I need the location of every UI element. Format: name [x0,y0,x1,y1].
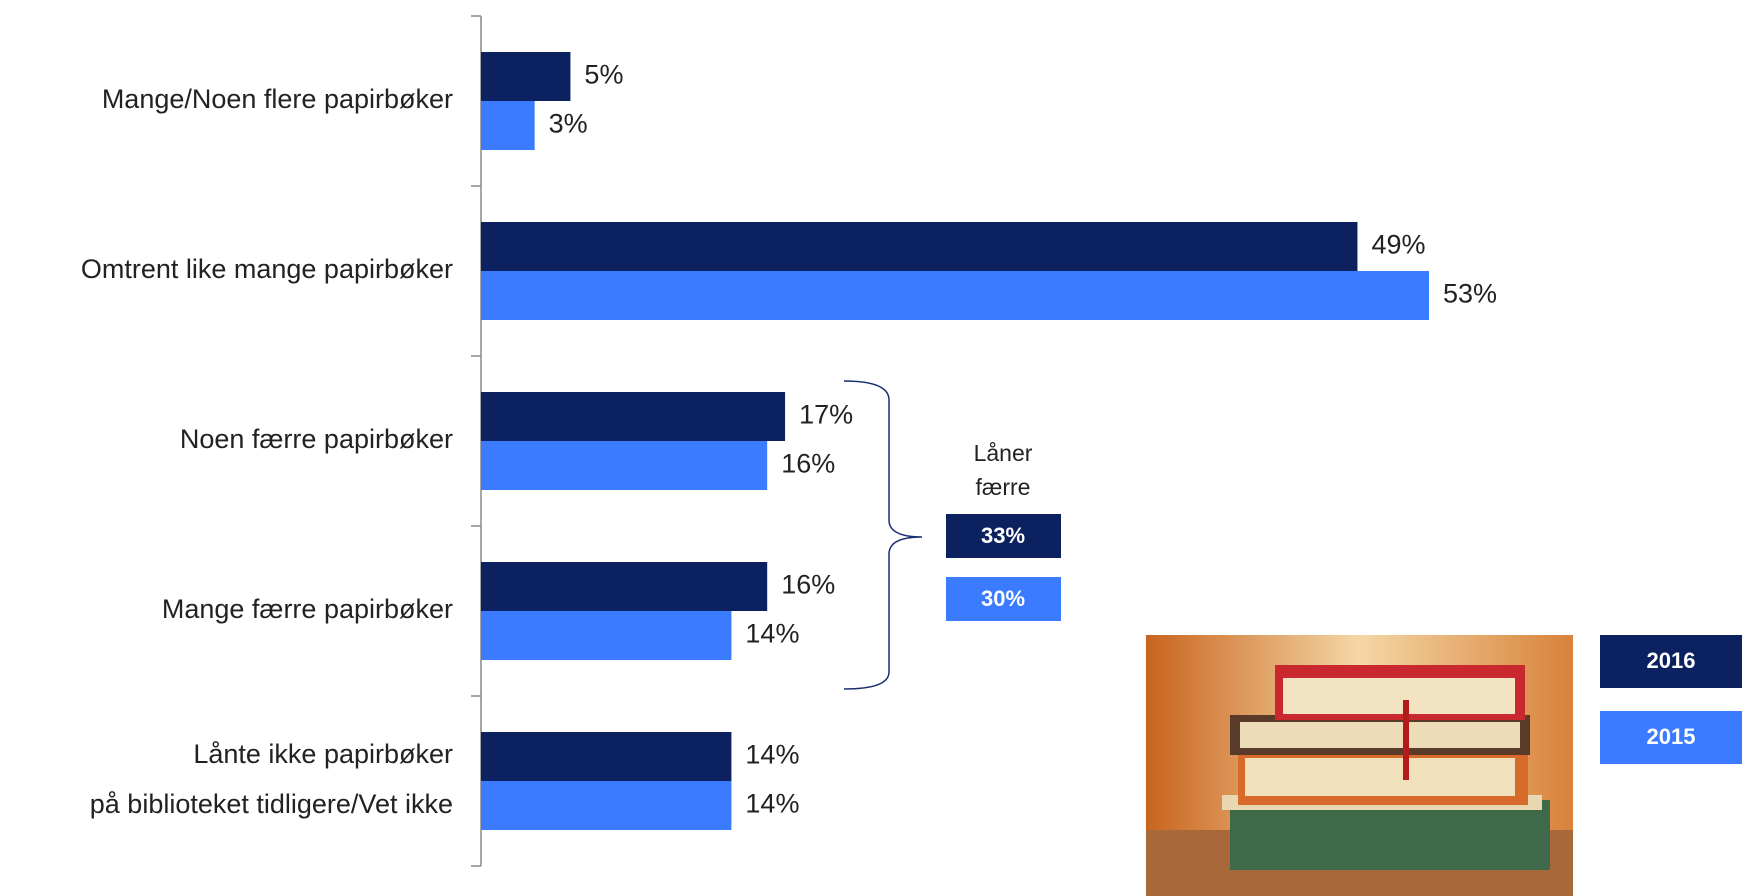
data-label: 14% [745,619,799,649]
data-label: 14% [745,740,799,770]
y-tick-label: Lånte ikke papirbøker på biblioteket tidl… [90,739,453,819]
bar [481,271,1429,320]
y-tick-label: Noen færre papirbøker [180,424,453,454]
bracket [843,380,923,690]
data-label: 14% [745,789,799,819]
data-label: 16% [781,449,835,479]
annotation-box [946,514,1061,558]
data-label: 5% [584,60,623,90]
annotation-value: 33% [981,523,1025,548]
bar [481,562,768,611]
bar [481,101,535,150]
data-label: 3% [549,109,588,139]
y-tick-label: Mange færre papirbøker [162,594,453,624]
bar [481,52,571,101]
data-label: 17% [799,400,853,430]
data-label: 49% [1371,230,1425,260]
photo [1146,635,1573,896]
y-tick-label: Omtrent like mange papirbøker [81,254,453,284]
legend-label: 2016 [1647,648,1696,673]
annotation-box [946,577,1061,621]
data-label: 53% [1443,279,1497,309]
annotation-text: Låner færre [974,440,1033,500]
legend-label: 2015 [1647,724,1696,749]
y-tick-label: Mange/Noen flere papirbøker [102,84,453,114]
bar [481,222,1358,271]
data-label: 16% [781,570,835,600]
legend-swatch [1600,635,1742,688]
annotation-value: 30% [981,586,1025,611]
bar [481,392,786,441]
legend-swatch [1600,711,1742,764]
bar [481,441,768,490]
bar [481,611,732,660]
bar [481,781,732,830]
bar [481,732,732,781]
